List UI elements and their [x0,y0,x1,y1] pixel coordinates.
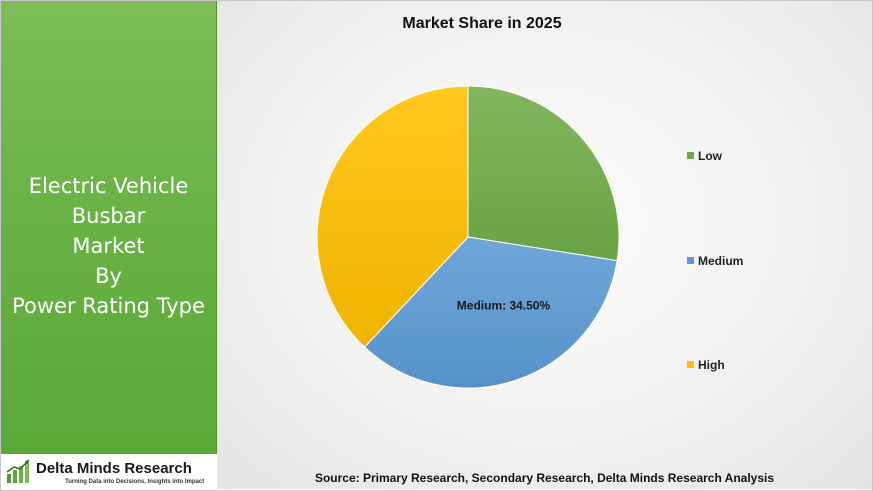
legend-label-medium: Medium [698,254,744,268]
legend-swatch-low [687,152,694,159]
legend-swatch-medium [687,257,694,264]
pie-slice-medium [363,236,618,389]
title-panel: Electric Vehicle Busbar Market By Power … [1,1,217,454]
data-label-medium: Medium: 34.50% [457,299,551,313]
title-line-4: By [95,264,122,288]
legend-label-low: Low [698,149,722,163]
title-line-5: Power Rating Type [12,294,205,318]
report-title: Electric Vehicle Busbar Market By Power … [1,171,216,321]
title-line-1: Electric Vehicle [28,174,189,198]
bar-chart-logo-icon [6,459,30,483]
company-logo: Delta Minds Research Turning Data into D… [1,454,216,489]
legend-label-high: High [698,358,725,372]
logo-tagline: Turning Data into Decisions, Insights in… [65,479,205,485]
pie-slice-low [467,85,620,262]
legend-swatch-high [687,361,694,368]
title-line-2: Busbar [71,204,146,228]
chart-area: Market Share in 2025 Medium: 34.50% Low … [217,1,872,489]
logo-name: Delta Minds Research [36,460,192,477]
chart-title: Market Share in 2025 [402,15,562,32]
source-note: Source: Primary Research, Secondary Rese… [314,471,775,485]
pie-slice-high [316,85,469,348]
pie-chart: Medium: 34.50% [316,85,620,389]
title-line-3: Market [72,234,145,258]
